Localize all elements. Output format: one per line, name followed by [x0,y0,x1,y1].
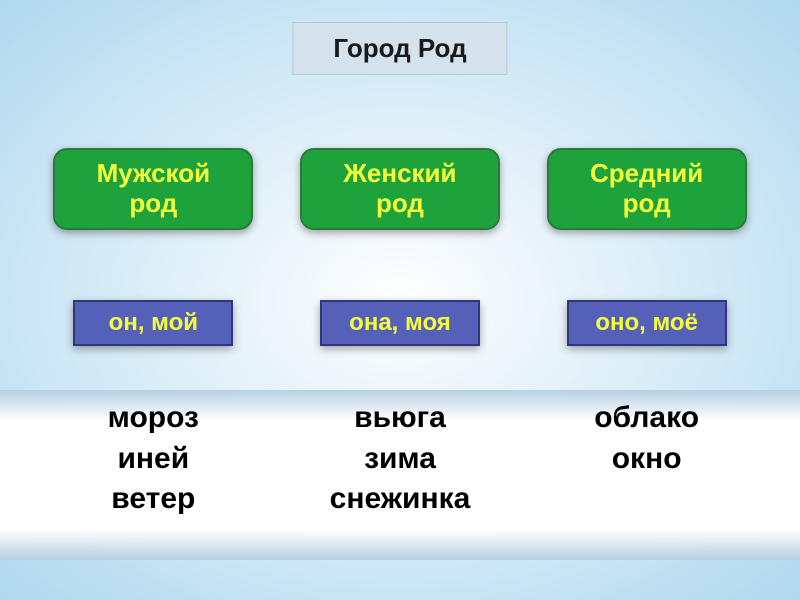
pronoun-row: он, мой она, моя оно, моё [0,300,800,346]
word: окно [547,439,747,480]
gender-box-masculine: Мужской род [53,148,253,230]
word: снежинка [300,479,500,520]
words-col-neuter: облако окно [547,398,747,520]
gender-box-feminine: Женский род [300,148,500,230]
title-text: Город Род [333,33,466,63]
words-col-masculine: мороз иней ветер [53,398,253,520]
word: облако [547,398,747,439]
word: зима [300,439,500,480]
word: вьюга [300,398,500,439]
words-col-feminine: вьюга зима снежинка [300,398,500,520]
pronoun-box-feminine: она, моя [320,300,480,346]
title-box: Город Род [292,22,507,75]
word: иней [53,439,253,480]
gender-row: Мужской род Женский род Средний род [0,148,800,230]
pronoun-box-neuter: оно, моё [567,300,727,346]
pronoun-box-masculine: он, мой [73,300,233,346]
words-row: мороз иней ветер вьюга зима снежинка обл… [0,398,800,520]
gender-box-neuter: Средний род [547,148,747,230]
word: мороз [53,398,253,439]
word: ветер [53,479,253,520]
